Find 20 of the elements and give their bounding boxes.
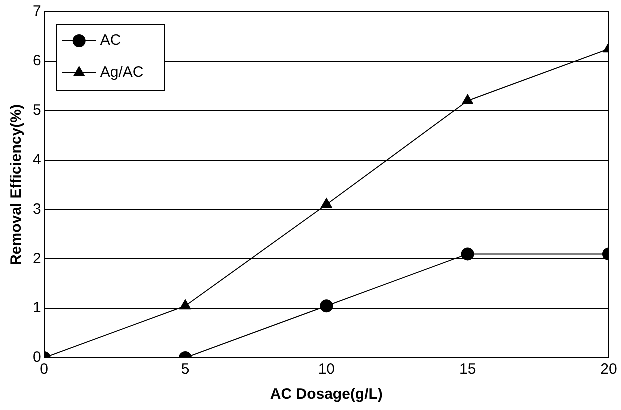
- x-tick-label: 10: [318, 361, 336, 378]
- y-tick-label: 5: [33, 102, 42, 119]
- y-axis-title: Removal Efficiency(%): [8, 104, 26, 266]
- x-tick-label: 15: [459, 361, 476, 378]
- x-tick-label: 5: [181, 361, 190, 378]
- y-tick-label: 4: [33, 151, 42, 168]
- point: [320, 300, 334, 313]
- point: [461, 248, 474, 261]
- x-axis-title: AC Dosage(g/L): [270, 386, 383, 404]
- y-tick-label: 3: [33, 200, 42, 218]
- y-tick-label: 2: [33, 250, 42, 268]
- y-tick-label: 6: [33, 52, 42, 70]
- x-tick-label: 20: [600, 361, 618, 378]
- point: [320, 198, 332, 208]
- y-tick-label: 1: [33, 300, 42, 317]
- legend-label: Ag/AC: [100, 64, 144, 82]
- y-tick-label: 0: [33, 349, 42, 366]
- point: [180, 300, 192, 310]
- legend-label: AC: [100, 32, 122, 50]
- y-tick-label: 7: [33, 3, 42, 20]
